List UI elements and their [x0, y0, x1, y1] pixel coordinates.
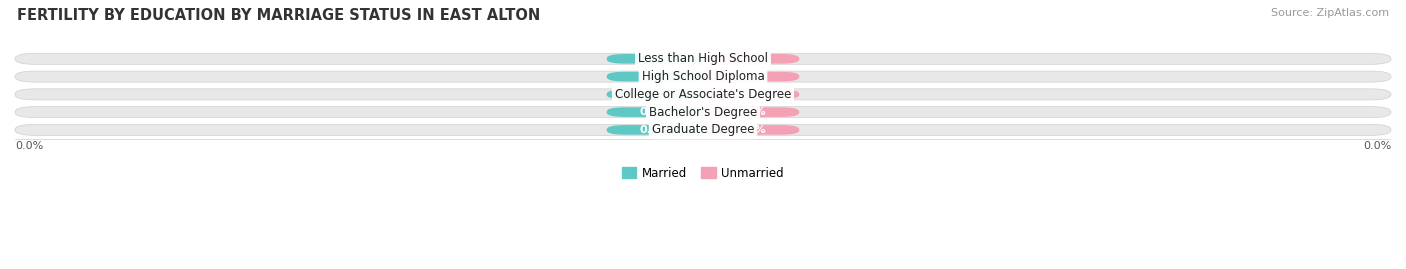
Text: 0.0%: 0.0%: [640, 72, 671, 82]
Text: FERTILITY BY EDUCATION BY MARRIAGE STATUS IN EAST ALTON: FERTILITY BY EDUCATION BY MARRIAGE STATU…: [17, 8, 540, 23]
Text: 0.0%: 0.0%: [735, 89, 766, 99]
Legend: Married, Unmarried: Married, Unmarried: [617, 162, 789, 185]
FancyBboxPatch shape: [606, 125, 703, 135]
Text: 0.0%: 0.0%: [1362, 141, 1391, 151]
Text: Bachelor's Degree: Bachelor's Degree: [650, 106, 756, 119]
Text: 0.0%: 0.0%: [735, 72, 766, 82]
Text: High School Diploma: High School Diploma: [641, 70, 765, 83]
Text: 0.0%: 0.0%: [15, 141, 44, 151]
FancyBboxPatch shape: [606, 107, 703, 117]
FancyBboxPatch shape: [606, 54, 703, 64]
FancyBboxPatch shape: [703, 125, 800, 135]
FancyBboxPatch shape: [606, 72, 703, 82]
Text: College or Associate's Degree: College or Associate's Degree: [614, 88, 792, 101]
FancyBboxPatch shape: [15, 107, 1391, 118]
Text: Graduate Degree: Graduate Degree: [652, 123, 754, 136]
FancyBboxPatch shape: [703, 54, 800, 64]
Text: Source: ZipAtlas.com: Source: ZipAtlas.com: [1271, 8, 1389, 18]
Text: 0.0%: 0.0%: [640, 125, 671, 135]
Text: 0.0%: 0.0%: [640, 54, 671, 64]
Text: 0.0%: 0.0%: [640, 89, 671, 99]
FancyBboxPatch shape: [15, 89, 1391, 100]
Text: 0.0%: 0.0%: [735, 54, 766, 64]
FancyBboxPatch shape: [15, 71, 1391, 82]
FancyBboxPatch shape: [606, 90, 703, 99]
Text: 0.0%: 0.0%: [735, 107, 766, 117]
Text: Less than High School: Less than High School: [638, 52, 768, 65]
FancyBboxPatch shape: [703, 90, 800, 99]
FancyBboxPatch shape: [703, 72, 800, 82]
Text: 0.0%: 0.0%: [735, 125, 766, 135]
FancyBboxPatch shape: [703, 107, 800, 117]
FancyBboxPatch shape: [15, 53, 1391, 64]
FancyBboxPatch shape: [15, 124, 1391, 135]
Text: 0.0%: 0.0%: [640, 107, 671, 117]
